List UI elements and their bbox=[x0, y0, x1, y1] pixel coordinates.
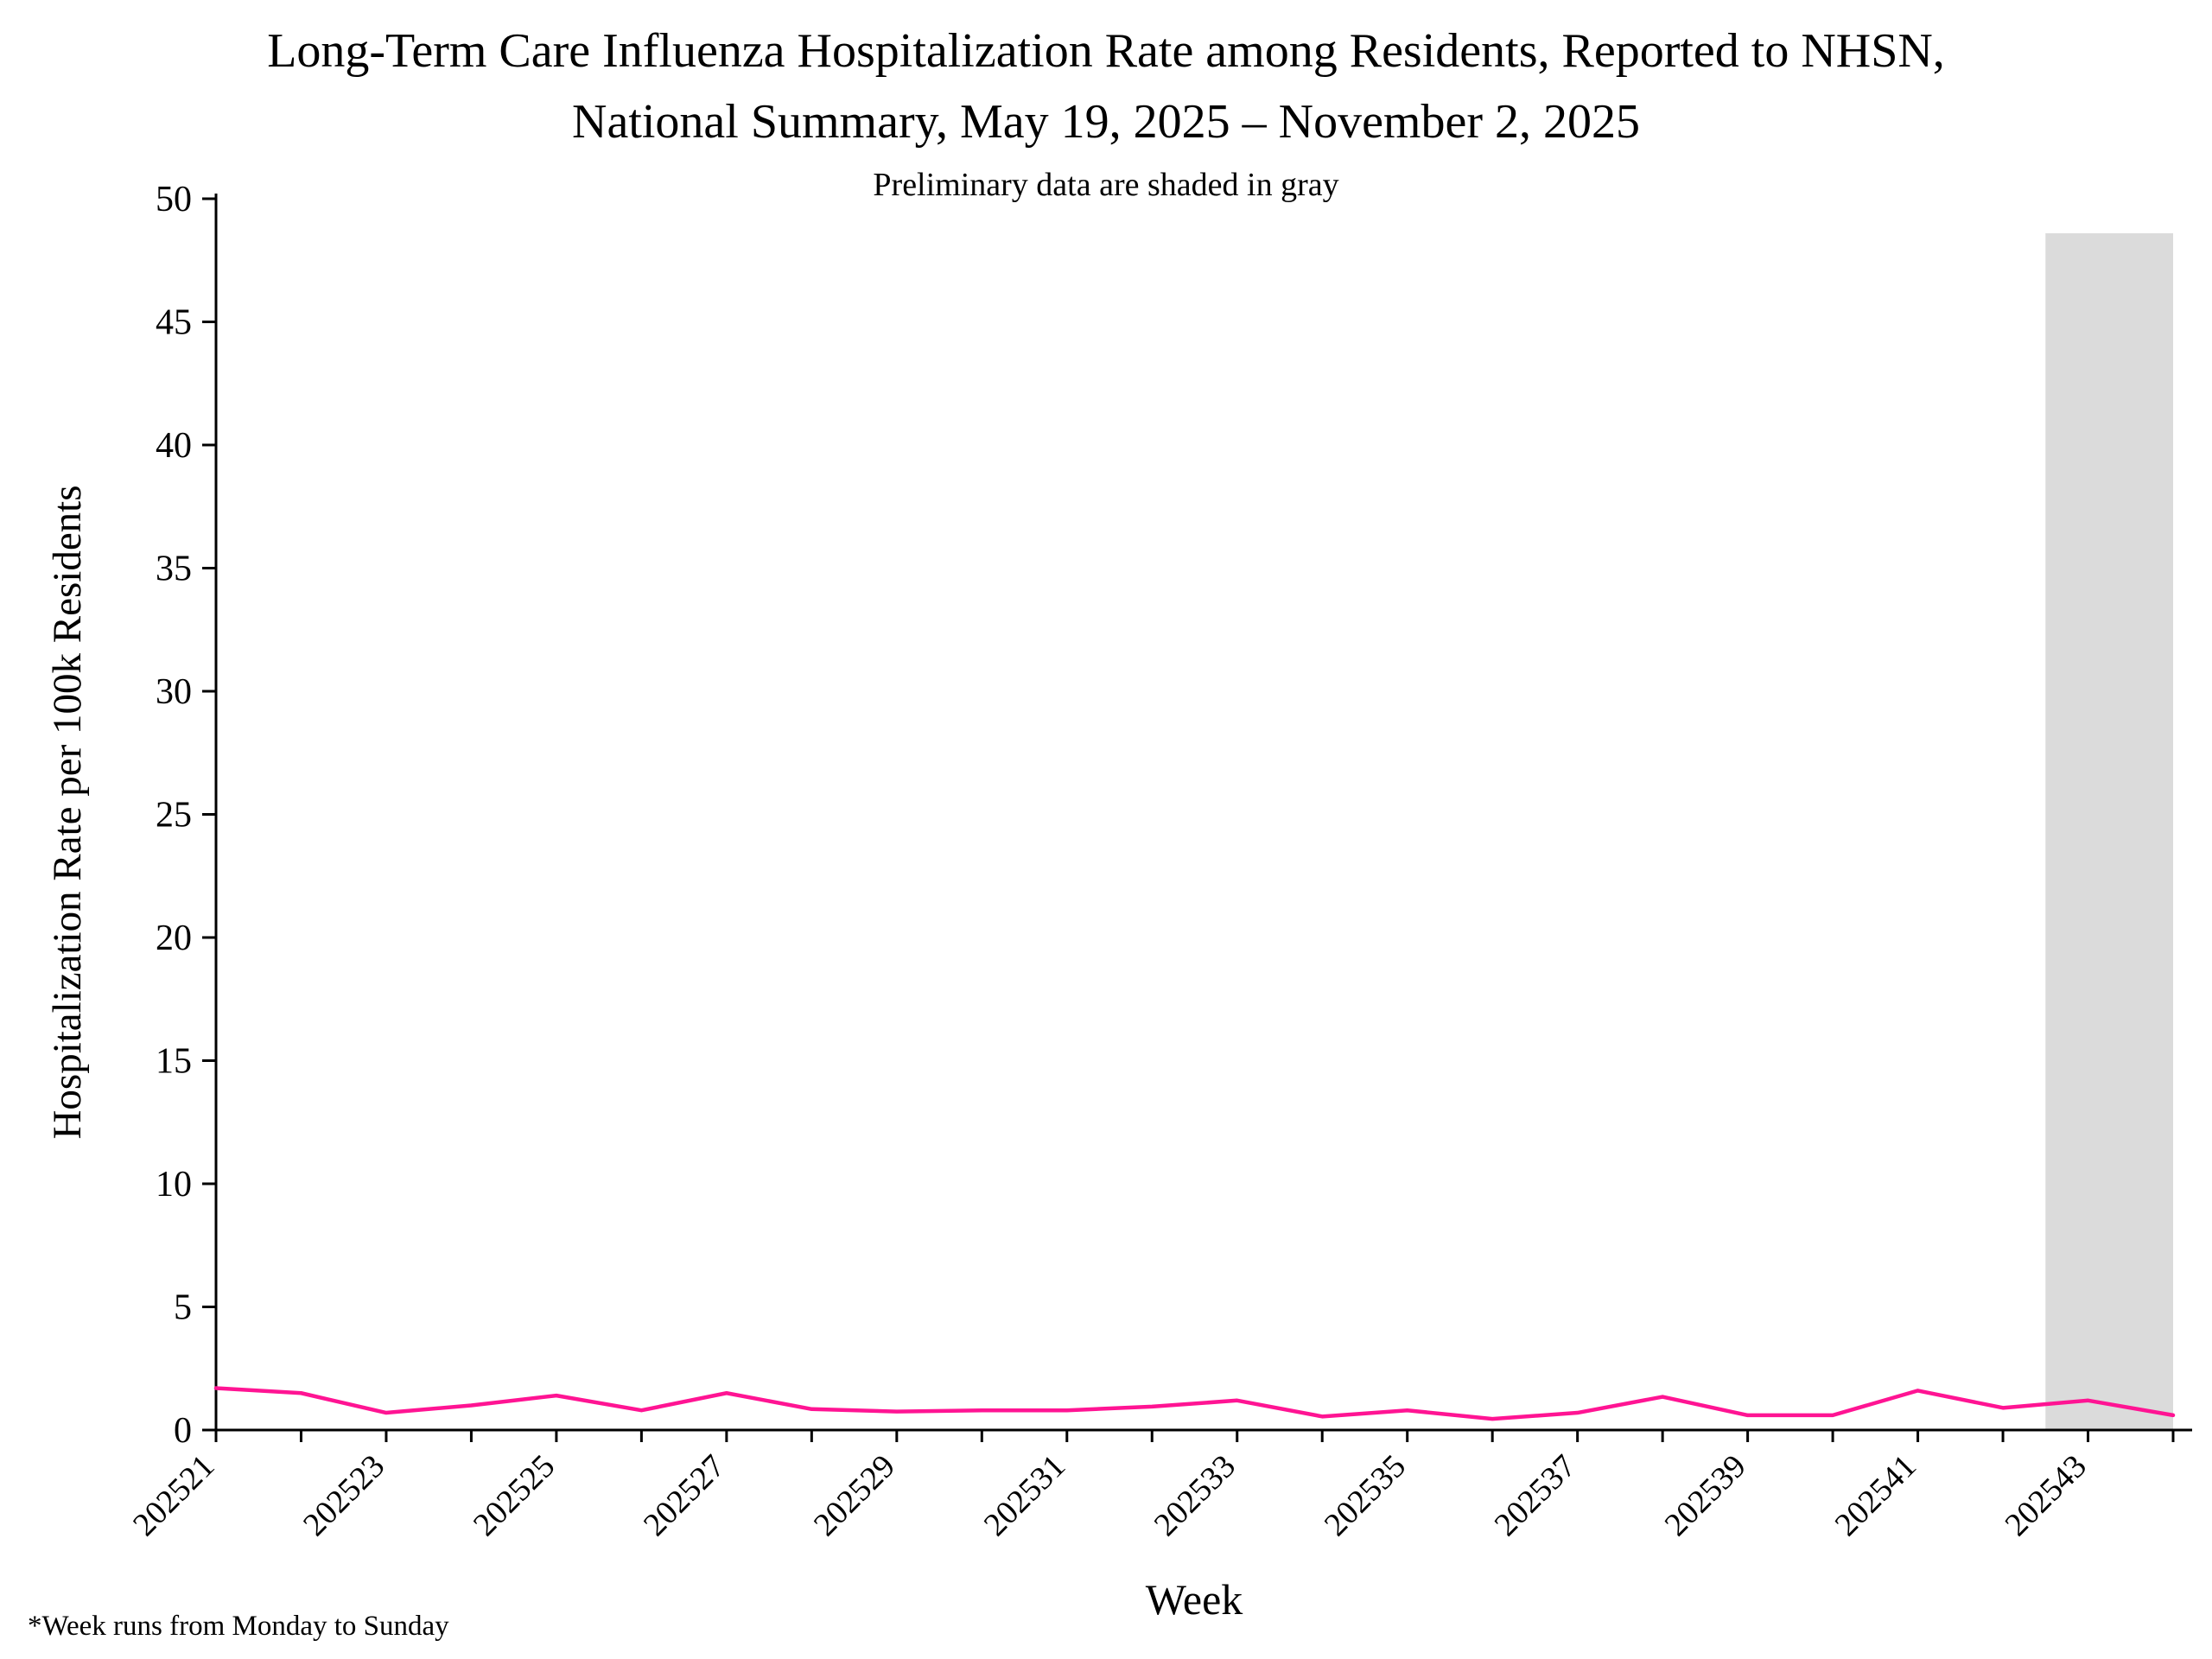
hospitalization-rate-line bbox=[213, 1386, 2176, 1421]
x-tick-label: 202529 bbox=[807, 1448, 902, 1543]
x-tick-label: 202531 bbox=[977, 1448, 1072, 1543]
y-tick-label: 0 bbox=[174, 1411, 192, 1451]
y-tick-label: 5 bbox=[174, 1288, 192, 1328]
footnote: *Week runs from Monday to Sunday bbox=[28, 1611, 449, 1642]
y-tick-label: 30 bbox=[156, 672, 192, 712]
x-tick-label: 202525 bbox=[467, 1448, 562, 1543]
y-tick-label: 25 bbox=[156, 796, 192, 836]
chart-title-line-1: Long-Term Care Influenza Hospitalization… bbox=[267, 24, 1945, 78]
x-tick-label: 202533 bbox=[1147, 1448, 1243, 1543]
x-tick-label: 202539 bbox=[1658, 1448, 1753, 1543]
x-axis-title: Week bbox=[1145, 1575, 1243, 1624]
y-axis-title: Hospitalization Rate per 100k Residents bbox=[45, 485, 90, 1140]
y-tick-label: 50 bbox=[156, 180, 192, 219]
y-tick-label: 20 bbox=[156, 918, 192, 958]
y-tick-label: 15 bbox=[156, 1042, 192, 1082]
y-tick-label: 35 bbox=[156, 550, 192, 589]
x-tick-label: 202523 bbox=[296, 1448, 391, 1543]
x-tick-label: 202527 bbox=[637, 1448, 732, 1543]
y-tick-label: 45 bbox=[156, 303, 192, 343]
x-tick-label: 202537 bbox=[1488, 1448, 1583, 1543]
chart-subtitle: Preliminary data are shaded in gray bbox=[873, 167, 1339, 203]
x-tick-label: 202541 bbox=[1828, 1448, 1923, 1543]
x-tick-label: 202521 bbox=[126, 1448, 221, 1543]
y-tick-label: 10 bbox=[156, 1165, 192, 1205]
x-tick-label: 202543 bbox=[1999, 1448, 2094, 1543]
preliminary-shaded-region bbox=[2045, 232, 2173, 1430]
x-tick-label: 202535 bbox=[1318, 1448, 1413, 1543]
y-tick-label: 40 bbox=[156, 426, 192, 466]
chart-title-line-2: National Summary, May 19, 2025 – Novembe… bbox=[572, 95, 1640, 149]
